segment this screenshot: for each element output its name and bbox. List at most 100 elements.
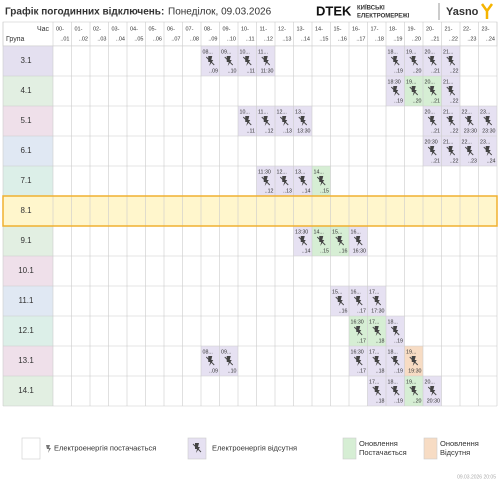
outage-end: ..24 xyxy=(487,158,496,164)
outage-end: ..12 xyxy=(265,128,274,134)
icon-slash xyxy=(446,56,456,66)
icon-slash xyxy=(316,176,326,186)
outage-start: 20:30 xyxy=(425,139,438,145)
outage-end: ..16 xyxy=(339,308,348,314)
outage-start: 08... xyxy=(203,349,213,355)
outage-icon xyxy=(390,56,400,66)
hour-start: 07- xyxy=(186,26,194,32)
legend-label: Електроенергія постачається xyxy=(54,443,156,452)
hour-end: ..11 xyxy=(246,36,255,42)
outage-end: ..18 xyxy=(376,338,385,344)
group-label: 14.1 xyxy=(18,386,34,395)
outage-icon xyxy=(390,326,400,336)
hour-end: ..13 xyxy=(282,36,291,42)
hour-start: 12- xyxy=(278,26,286,32)
hour-start: 16- xyxy=(352,26,360,32)
group-cell xyxy=(3,376,53,406)
group-cell xyxy=(3,196,53,226)
outage-start: 15... xyxy=(332,229,342,235)
brand-sub: КИЇВСЬКІ xyxy=(357,5,385,12)
icon-slash xyxy=(390,356,400,366)
outage-end: ..13 xyxy=(283,188,292,194)
icon-slash xyxy=(205,356,215,366)
outage-icon xyxy=(390,86,400,96)
hour-start: 18- xyxy=(389,26,397,32)
outage-end: 20:30 xyxy=(427,398,440,404)
hour-end: ..04 xyxy=(116,36,125,42)
outage-icon xyxy=(483,146,493,156)
icon-slash xyxy=(409,386,419,396)
hour-start: 05- xyxy=(149,26,157,32)
outage-start: 18... xyxy=(388,349,398,355)
icon-slash xyxy=(427,116,437,126)
outage-start: 20... xyxy=(425,79,435,85)
outage-start: 19... xyxy=(406,79,416,85)
outage-start: 19... xyxy=(406,379,416,385)
outage-end: 23:30 xyxy=(482,128,495,134)
group-label: 7.1 xyxy=(20,176,32,185)
hour-start: 15- xyxy=(334,26,342,32)
outage-icon xyxy=(446,146,456,156)
legend-swatch xyxy=(21,437,41,460)
partner: Yasno xyxy=(446,6,479,18)
outage-start: 17... xyxy=(369,289,379,295)
icon-slash xyxy=(205,56,215,66)
outage-icon xyxy=(261,56,271,66)
hour-start: 13- xyxy=(297,26,305,32)
outage-icon xyxy=(335,296,345,306)
outage-end: ..22 xyxy=(450,68,459,74)
icon-slash xyxy=(353,326,363,336)
group-label: 13.1 xyxy=(18,356,34,365)
outage-icon xyxy=(353,296,363,306)
group-cell xyxy=(3,166,53,196)
outage-icon xyxy=(353,326,363,336)
outage-start: 18... xyxy=(388,319,398,325)
footer-timestamp: 09.03.2026 20:05 xyxy=(457,474,496,480)
outage-icon xyxy=(409,386,419,396)
outage-end: ..14 xyxy=(302,248,311,254)
icon-slash xyxy=(353,356,363,366)
legend-swatch xyxy=(423,437,438,460)
hour-end: ..08 xyxy=(190,36,199,42)
outage-icon xyxy=(390,356,400,366)
outage-end: ..21 xyxy=(431,158,440,164)
outage-end: ..10 xyxy=(228,68,237,74)
icon-slash xyxy=(224,356,234,366)
outage-icon xyxy=(464,146,474,156)
icon-slash xyxy=(372,356,382,366)
group-label: 11.1 xyxy=(19,296,35,305)
outage-icon xyxy=(372,386,382,396)
outage-icon xyxy=(446,116,456,126)
hour-start: 21- xyxy=(445,26,453,32)
outage-start: 13... xyxy=(295,109,305,115)
outage-icon xyxy=(390,386,400,396)
icon-slash xyxy=(390,386,400,396)
outage-icon xyxy=(409,356,419,366)
icon-slash xyxy=(409,356,419,366)
group-cell xyxy=(3,76,53,106)
legend-swatch xyxy=(342,437,357,460)
icon-slash xyxy=(427,386,437,396)
icon-slash xyxy=(446,146,456,156)
icon-slash xyxy=(261,56,271,66)
group-cell xyxy=(3,226,53,256)
hour-start: 03- xyxy=(112,26,120,32)
outage-start: 11... xyxy=(258,49,268,55)
group-cell xyxy=(3,136,53,166)
outage-end: 13:30 xyxy=(297,128,310,134)
outage-start: 11... xyxy=(258,109,268,115)
icon-slash xyxy=(298,176,308,186)
hour-end: ..20 xyxy=(412,36,421,42)
hour-start: 11- xyxy=(260,26,268,32)
group-label: 5.1 xyxy=(20,116,32,125)
hour-end: ..21 xyxy=(430,36,439,42)
outage-icon xyxy=(446,86,456,96)
outage-end: ..21 xyxy=(431,128,440,134)
outage-icon xyxy=(298,116,308,126)
hour-end: ..06 xyxy=(153,36,162,42)
hour-start: 01- xyxy=(75,26,83,32)
outage-end: ..17 xyxy=(357,338,366,344)
outage-start: 12... xyxy=(277,109,287,115)
outage-start: 16:30 xyxy=(351,319,364,325)
